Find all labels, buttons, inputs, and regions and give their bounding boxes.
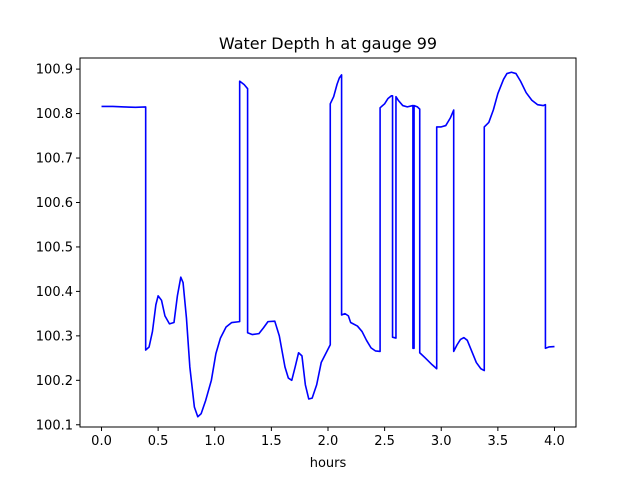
series-layer — [101, 71, 555, 418]
ticks-layer: 0.0 0.5 1.0 1.5 2.0 2.5 3.0 3.5 4.0 100.1 100.2 100… — [36, 63, 565, 449]
x-tick-label: 3.5 — [488, 434, 509, 449]
series-line-0 — [101, 71, 555, 418]
x-axis-title: hours — [310, 456, 347, 471]
y-tick-label: 100.9 — [36, 63, 73, 78]
y-tick-label: 100.4 — [36, 285, 73, 300]
x-tick-label: 1.0 — [204, 434, 225, 449]
plot-frame — [79, 57, 577, 428]
x-tick-label: 1.5 — [261, 434, 282, 449]
y-tick-label: 100.7 — [36, 152, 73, 167]
x-tick-label: 0.5 — [148, 434, 169, 449]
x-tick-label: 3.0 — [431, 434, 452, 449]
y-tick-label: 100.2 — [36, 374, 73, 389]
y-tick-label: 100.5 — [36, 240, 73, 255]
x-tick-label: 4.0 — [544, 434, 565, 449]
y-tick-label: 100.1 — [36, 418, 73, 433]
chart-title: Water Depth h at gauge 99 — [219, 34, 437, 53]
x-tick-label: 0.0 — [91, 434, 112, 449]
y-tick-label: 100.3 — [36, 329, 73, 344]
x-tick-label: 2.5 — [374, 434, 395, 449]
x-tick-label: 2.0 — [318, 434, 339, 449]
y-tick-label: 100.8 — [36, 107, 73, 122]
y-tick-label: 100.6 — [36, 196, 73, 211]
